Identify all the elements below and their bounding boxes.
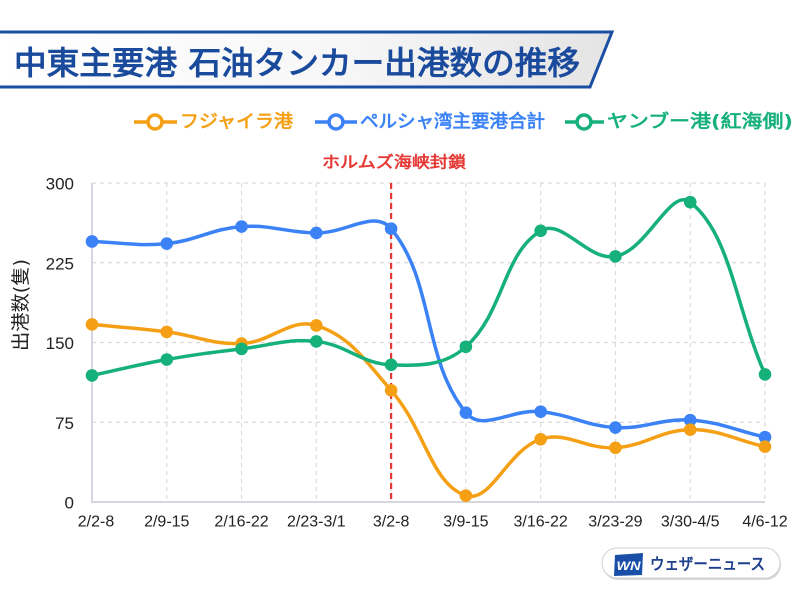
x-tick-labels: 2/2-8 2/9-15 2/16-22 2/23-3/1 3/2-8 3/9-15 3/1… [78, 514, 788, 531]
y-tick-label: 225 [46, 254, 74, 273]
data-point [310, 319, 323, 332]
data-point [310, 335, 323, 348]
y-tick-labels: 0 75 150 225 300 [46, 175, 74, 513]
x-tick-label: 3/23-29 [588, 514, 642, 531]
legend-marker-icon [327, 113, 345, 131]
series-line [90, 219, 767, 439]
data-point [384, 384, 398, 397]
y-tick-label: 300 [46, 175, 74, 194]
data-point [609, 250, 622, 263]
data-point [758, 368, 772, 381]
data-point [160, 237, 174, 250]
data-point [683, 413, 697, 427]
data-point [758, 430, 772, 444]
data-point [459, 489, 473, 502]
data-point [459, 340, 473, 354]
y-tick-label: 75 [55, 414, 74, 433]
series-layer [85, 195, 772, 502]
data-point [758, 440, 772, 454]
legend-label: ペルシャ湾主要港合計 [360, 111, 545, 133]
legend-marker-icon [575, 113, 593, 131]
series-2 [85, 195, 772, 382]
data-point [683, 195, 697, 209]
data-point [459, 406, 473, 419]
x-tick-label: 2/23-3/1 [287, 514, 346, 531]
brand-mark-icon [614, 553, 643, 576]
data-point [534, 432, 547, 446]
annotation: ホルムズ海峡封鎖 [322, 153, 467, 502]
legend-marker-icon [146, 113, 164, 131]
title-banner: 中東主要港 石油タンカー出港数の推移 [0, 30, 615, 89]
x-tick-label: 3/30-4/5 [661, 514, 720, 531]
x-tick-label: 3/16-22 [514, 514, 568, 531]
title-banner-shape [0, 30, 615, 89]
data-point [235, 220, 248, 233]
x-tick-label: 2/2-8 [78, 514, 115, 531]
legend-item-fujairah[interactable]: フジャイラ港 [134, 112, 294, 133]
data-point [160, 325, 174, 339]
data-point [384, 358, 398, 372]
series-line [90, 198, 767, 378]
x-tick-label: 3/2-8 [373, 514, 410, 531]
page-title: 中東主要港 石油タンカー出港数の推移 [14, 44, 580, 82]
y-tick-label: 0 [65, 494, 74, 513]
legend-label: ヤンブー港(紅海側) [607, 111, 793, 133]
annotation-label: ホルムズ海峡封鎖 [322, 153, 467, 172]
data-point [534, 405, 547, 418]
data-point [160, 353, 174, 366]
data-point [85, 235, 99, 248]
data-point [534, 224, 547, 238]
data-point [384, 222, 398, 236]
legend-item-persian-gulf[interactable]: ペルシャ湾主要港合計 [315, 111, 545, 133]
data-point [609, 441, 622, 455]
legend: フジャイラ港 ペルシャ湾主要港合計 ヤンブー港(紅海側) [134, 111, 793, 133]
data-point [85, 369, 99, 382]
legend-item-yanbu[interactable]: ヤンブー港(紅海側) [565, 111, 793, 133]
y-tick-label: 150 [46, 334, 74, 353]
brand-mark-letters: WN [617, 559, 641, 573]
series-line [90, 322, 767, 499]
data-point [683, 423, 697, 436]
brand-name: ウェザーニュース [650, 555, 765, 574]
data-point [609, 421, 622, 434]
series-1 [85, 219, 772, 444]
y-axis-label: 出港数(隻) [10, 259, 32, 351]
x-tick-label: 2/16-22 [214, 514, 268, 531]
data-point [310, 226, 323, 240]
brand-logo: WN ウェザーニュース [601, 547, 781, 580]
data-point [85, 318, 99, 331]
data-point [235, 342, 248, 356]
x-tick-label: 2/9-15 [144, 514, 189, 531]
x-tick-label: 4/6-12 [742, 514, 787, 531]
x-tick-label: 3/9-15 [443, 514, 488, 531]
legend-label: フジャイラ港 [180, 112, 294, 133]
series-0 [85, 318, 772, 502]
brand-logo-pill [601, 547, 781, 579]
